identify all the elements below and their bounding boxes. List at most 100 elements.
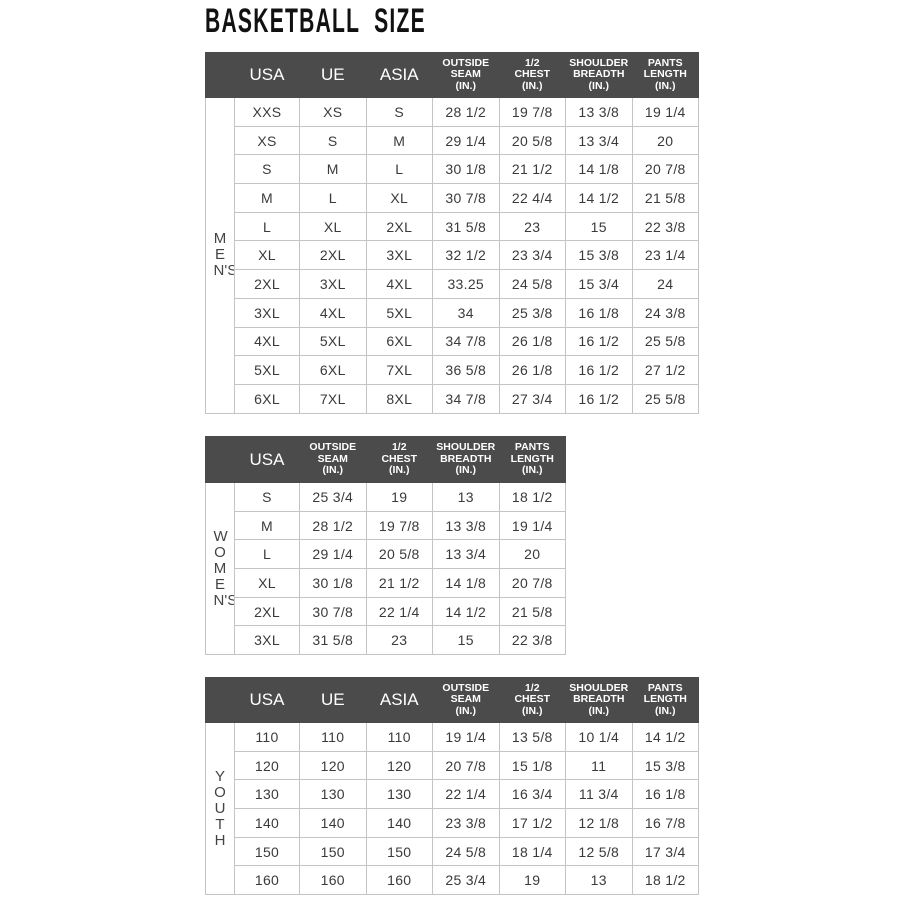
table-cell: 24: [631, 269, 699, 299]
table-cell: XL: [234, 240, 300, 271]
table-cell: 14 1/8: [432, 568, 500, 598]
table-cell: 18 1/2: [631, 865, 699, 896]
table-cell: 18 1/4: [498, 836, 566, 867]
table-cell: XS: [299, 97, 367, 127]
column-header: USA: [234, 677, 300, 723]
table-cell: 30 1/8: [432, 154, 500, 185]
table-cell: M: [234, 183, 300, 213]
table-row: XS S M 29 1/4 20 5/8 13 3/4 20: [206, 125, 699, 156]
table-cell: 12 5/8: [565, 836, 633, 867]
table-cell: XS: [234, 125, 300, 156]
table-cell: S: [299, 125, 367, 156]
table-cell: 4XL: [365, 269, 433, 299]
table-row: 6XL 7XL 8XL 34 7/8 27 3/4 16 1/2 25 5/8: [206, 383, 699, 414]
table-row: 150 150 150 24 5/8 18 1/4 12 5/8 17 3/4: [206, 836, 699, 867]
table-cell: 27 1/2: [631, 355, 699, 385]
table-cell: 17 3/4: [631, 836, 699, 867]
table-row: 130 130 130 22 1/4 16 3/4 11 3/4 16 1/8: [206, 779, 699, 810]
table-cell: 33.25: [432, 269, 500, 299]
table-cell: 16 7/8: [631, 808, 699, 838]
column-header: PANTS LENGTH (IN.): [631, 52, 699, 98]
table-cell: 140: [365, 808, 433, 838]
table-cell: XXS: [234, 97, 300, 127]
table-cell: 13 3/4: [432, 539, 500, 570]
table-cell: 16 3/4: [498, 779, 566, 810]
section-label-cell: MEN'S: [205, 97, 235, 414]
table-cell: 2XL: [299, 240, 367, 271]
mens-size-table: USA UE ASIA OUTSIDE SEAM (IN.) 1/2 CHEST (IN…: [205, 52, 699, 414]
table-cell: 15: [565, 211, 633, 242]
table-row: M 28 1/2 19 7/8 13 3/8 19 1/4: [206, 510, 566, 541]
table-row: YOUTH 110 110 110 19 1/4 13 5/8 10 1/4 14 1/2: [205, 721, 699, 896]
table-row: 5XL 6XL 7XL 36 5/8 26 1/8 16 1/2 27 1/2: [206, 355, 699, 385]
table-cell: 120: [234, 750, 300, 781]
table-cell: 150: [234, 836, 300, 867]
table-cell: 21 1/2: [498, 154, 566, 185]
table-cell: 14 1/8: [565, 154, 633, 185]
table-cell: 28 1/2: [432, 97, 500, 127]
table-cell: 20: [498, 539, 566, 570]
table-cell: 120: [299, 750, 367, 781]
table-cell: 4XL: [299, 297, 367, 328]
table-cell: 25 5/8: [631, 383, 699, 414]
table-cell: 15 3/8: [631, 750, 699, 781]
table-cell: 21 5/8: [631, 183, 699, 213]
table-cell: S: [234, 154, 300, 185]
table-cell: 2XL: [365, 211, 433, 242]
table-cell: 130: [234, 779, 300, 810]
table-cell: 19: [365, 482, 433, 512]
table-cell: 6XL: [299, 355, 367, 385]
table-row: 120 120 120 20 7/8 15 1/8 11 15 3/8: [206, 750, 699, 781]
table-cell: 19 7/8: [498, 97, 566, 127]
table-cell: 19 1/4: [631, 97, 699, 127]
header-corner: [205, 436, 235, 483]
table-cell: 31 5/8: [299, 625, 367, 656]
table-cell: 140: [299, 808, 367, 838]
table-row: XL 30 1/8 21 1/2 14 1/8 20 7/8: [206, 568, 566, 598]
column-header: OUTSIDE SEAM (IN.): [299, 436, 367, 483]
table-cell: 130: [365, 779, 433, 810]
table-cell: 23 3/8: [432, 808, 500, 838]
table-cell: 160: [234, 865, 300, 896]
table-cell: L: [365, 154, 433, 185]
table-cell: 17 1/2: [498, 808, 566, 838]
table-cell: 14 1/2: [432, 596, 500, 627]
header-row: USA UE ASIA OUTSIDE SEAM (IN.) 1/2 CHEST (IN…: [205, 52, 699, 98]
header-corner: [205, 677, 235, 723]
table-cell: 3XL: [365, 240, 433, 271]
table-cell: XL: [365, 183, 433, 213]
table-cell: 23 3/4: [498, 240, 566, 271]
table-cell: 20 7/8: [631, 154, 699, 185]
table-cell: 16 1/2: [565, 326, 633, 357]
table-cell: 30 7/8: [432, 183, 500, 213]
table-row: 160 160 160 25 3/4 19 13 18 1/2: [206, 865, 699, 896]
table-cell: 28 1/2: [299, 510, 367, 541]
table-cell: L: [234, 211, 300, 242]
column-header: OUTSIDE SEAM (IN.): [432, 677, 500, 723]
table-cell: 3XL: [234, 625, 300, 656]
section-label: YOUTH: [214, 767, 226, 849]
table-cell: 21 1/2: [365, 568, 433, 598]
column-header: SHOULDER BREADTH (IN.): [432, 436, 500, 483]
table-cell: 15 3/4: [565, 269, 633, 299]
table-cell: 7XL: [299, 383, 367, 414]
table-cell: 30 7/8: [299, 596, 367, 627]
table-cell: 22 1/4: [432, 779, 500, 810]
page-title: BASKETBALL SIZE: [205, 2, 426, 40]
header-row: USA UE ASIA OUTSIDE SEAM (IN.) 1/2 CHEST (IN…: [205, 677, 699, 723]
column-header: USA: [234, 52, 300, 98]
table-row: 2XL 30 7/8 22 1/4 14 1/2 21 5/8: [206, 596, 566, 627]
table-cell: 19 1/4: [498, 510, 566, 541]
table-cell: 2XL: [234, 269, 300, 299]
table-cell: 13: [565, 865, 633, 896]
table-row: 140 140 140 23 3/8 17 1/2 12 1/8 16 7/8: [206, 808, 699, 838]
column-header: ASIA: [365, 52, 433, 98]
table-cell: 25 3/4: [432, 865, 500, 896]
table-cell: 19 7/8: [365, 510, 433, 541]
table-cell: 15: [432, 625, 500, 656]
table-cell: 110: [299, 722, 367, 752]
table-cell: 6XL: [234, 383, 300, 414]
table-cell: 13 3/8: [565, 97, 633, 127]
table-cell: 22 4/4: [498, 183, 566, 213]
